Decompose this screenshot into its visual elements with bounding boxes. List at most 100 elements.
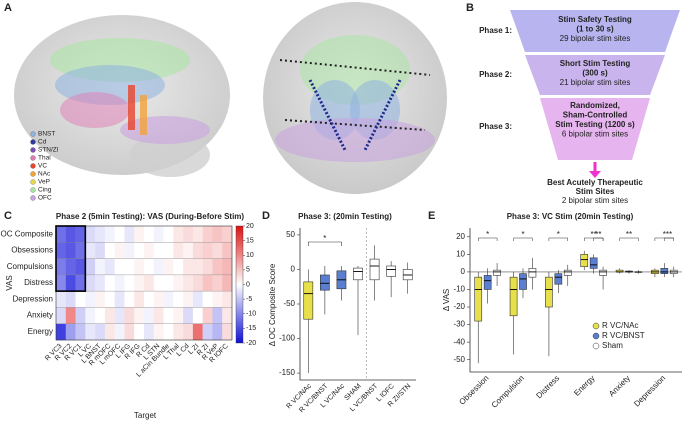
heat-cell xyxy=(56,291,66,308)
phase-text: Short Stim Testing xyxy=(560,59,631,68)
heat-cell xyxy=(222,307,233,324)
legend-marker xyxy=(30,195,36,201)
panel-label: E xyxy=(428,210,435,222)
heat-cell xyxy=(104,242,115,259)
phase-text: (300 s) xyxy=(582,69,608,78)
panel-label: A xyxy=(4,2,12,14)
heat-cell xyxy=(222,323,233,341)
heat-cell xyxy=(144,242,154,259)
y-tick-label: 10 xyxy=(456,249,465,258)
heat-cell xyxy=(65,291,76,308)
heat-cell xyxy=(212,291,223,308)
heat-cell xyxy=(75,258,86,276)
box xyxy=(474,276,483,322)
heat-cell xyxy=(163,307,174,324)
chart-title: Phase 3: (20min Testing) xyxy=(298,212,392,221)
heat-cell xyxy=(114,274,125,292)
heat-cell xyxy=(95,226,106,243)
heat-cell xyxy=(114,226,125,243)
colorbar-label: -15 xyxy=(246,325,256,332)
panel-label: C xyxy=(4,210,12,222)
row-label: Anxiety xyxy=(27,311,53,320)
legend-label: Thal xyxy=(38,155,51,162)
heat-cell xyxy=(75,323,86,341)
heat-cell xyxy=(75,242,86,259)
row-label: Depression xyxy=(13,294,53,303)
heat-cell xyxy=(104,307,115,324)
heat-cell xyxy=(212,258,223,276)
colorbar-label: 5 xyxy=(246,267,250,274)
heat-cell xyxy=(75,226,86,243)
sig-bracket xyxy=(619,237,639,241)
y-tick-label: -10 xyxy=(453,285,465,294)
row-label: OC Composite xyxy=(1,229,54,238)
heat-cell xyxy=(134,226,145,243)
heat-cell xyxy=(65,323,76,341)
heat-cell xyxy=(163,291,174,308)
x-axis-title: Target xyxy=(134,411,157,420)
sig-label: * xyxy=(557,230,560,239)
phase-text: Randomized, xyxy=(570,101,620,110)
legend-label: NAc xyxy=(38,171,51,178)
sig-bracket xyxy=(664,237,675,241)
panel-label: B xyxy=(466,2,474,14)
legend-marker xyxy=(30,139,36,145)
box xyxy=(386,265,397,277)
heat-cell xyxy=(163,274,174,292)
heat-cell xyxy=(95,242,106,259)
brain-coronal xyxy=(263,2,447,194)
heat-cell xyxy=(212,323,223,341)
colorbar-label: -20 xyxy=(246,340,256,347)
phase-text: 29 bipolar stim sites xyxy=(560,34,631,43)
y-tick-label: -20 xyxy=(453,302,465,311)
heat-cell xyxy=(153,258,164,276)
heat-cell xyxy=(95,274,106,292)
phase-text: Sham-Controlled xyxy=(563,111,628,120)
legend-marker xyxy=(592,332,600,340)
heat-cell xyxy=(212,242,223,259)
heat-cell xyxy=(85,291,96,308)
heat-cell xyxy=(202,291,213,308)
heat-cell xyxy=(95,291,106,308)
heat-cell xyxy=(212,307,223,324)
sig-label: ** xyxy=(626,230,632,239)
legend-marker xyxy=(30,147,36,153)
box xyxy=(589,257,598,269)
heat-cell xyxy=(183,274,194,292)
heat-cell xyxy=(104,226,115,243)
heat-cell xyxy=(153,291,164,308)
heat-cell xyxy=(153,323,164,341)
box xyxy=(319,274,330,291)
heat-cell xyxy=(183,258,194,276)
legend-label: R VC/BNST xyxy=(602,331,645,340)
colorbar xyxy=(235,225,244,344)
heat-cell xyxy=(202,226,213,243)
heat-cell xyxy=(183,291,194,308)
heat-cell xyxy=(56,258,66,276)
box xyxy=(493,269,501,276)
box xyxy=(599,269,607,276)
heat-cell xyxy=(85,323,96,341)
heat-cell xyxy=(202,323,213,341)
box xyxy=(519,273,527,290)
legend-label: VeP xyxy=(38,179,50,186)
sig-label: * xyxy=(486,230,489,239)
heat-cell xyxy=(163,242,174,259)
box xyxy=(509,276,518,317)
heat-cell xyxy=(134,307,145,324)
heat-cell xyxy=(163,258,174,276)
heat-cell xyxy=(85,258,96,276)
phase-label: Phase 3: xyxy=(479,122,512,131)
heat-cell xyxy=(75,291,86,308)
y-tick-label: -50 xyxy=(283,299,295,308)
heat-cell xyxy=(173,274,184,292)
heat-cell xyxy=(222,291,233,308)
box xyxy=(369,258,380,281)
heat-cell xyxy=(95,307,106,324)
box xyxy=(563,269,572,276)
heat-cell xyxy=(144,274,154,292)
legend-label: VC xyxy=(38,163,47,170)
heat-cell xyxy=(183,307,194,324)
legend-label: Sham xyxy=(602,341,623,350)
heat-cell xyxy=(183,242,194,259)
